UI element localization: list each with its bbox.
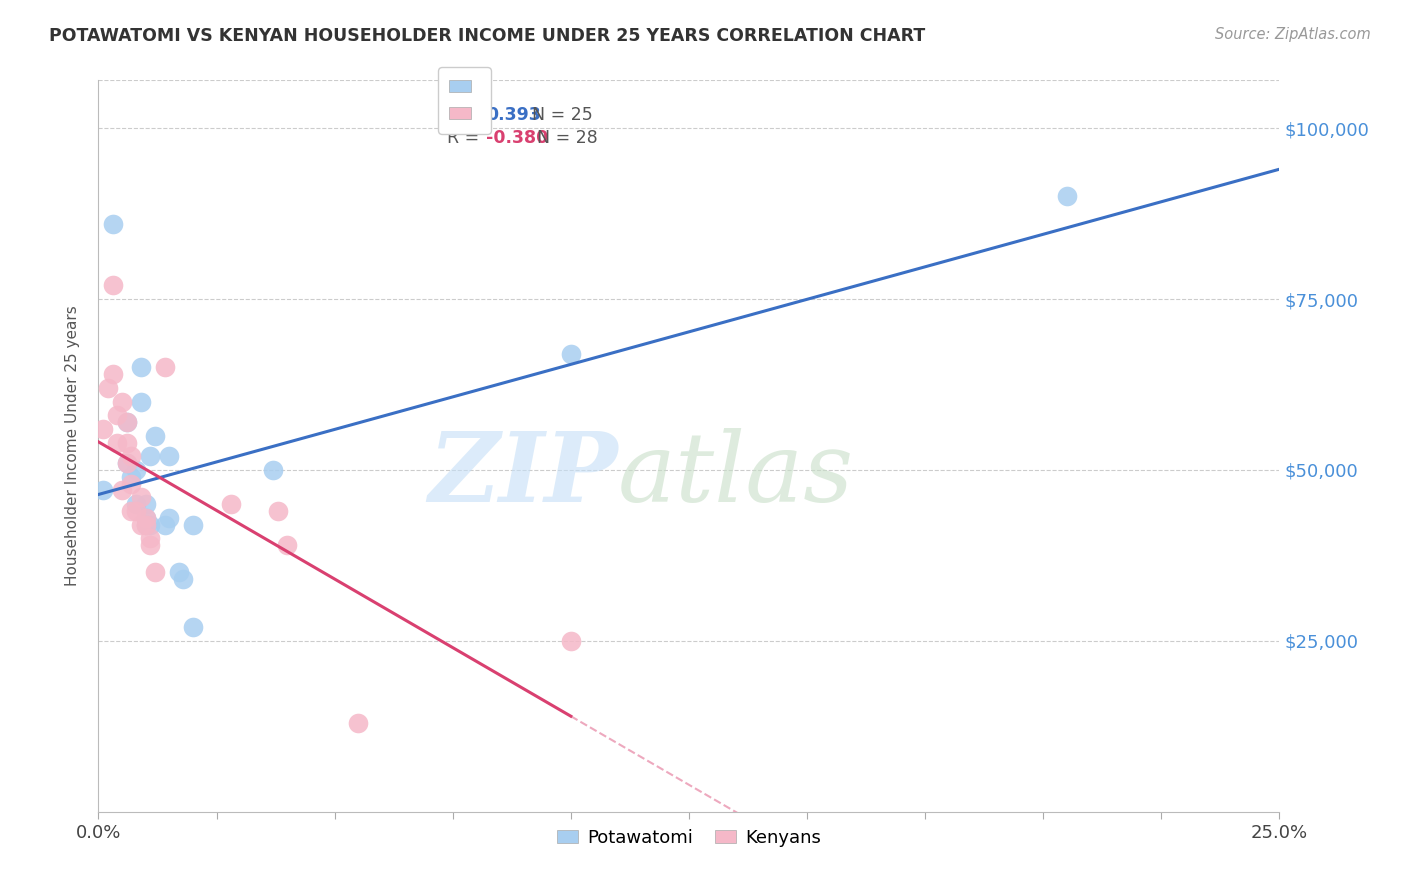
Point	[135, 497, 157, 511]
Point	[91, 483, 114, 498]
Point	[143, 566, 166, 580]
Point	[135, 517, 157, 532]
Point	[262, 463, 284, 477]
Point	[560, 347, 582, 361]
Point	[157, 510, 180, 524]
Point	[139, 449, 162, 463]
Text: R =: R =	[447, 106, 485, 124]
Point	[167, 566, 190, 580]
Point	[121, 504, 143, 518]
Point	[121, 469, 143, 483]
Text: 0.393: 0.393	[486, 106, 540, 124]
Text: ZIP: ZIP	[429, 428, 619, 522]
Point	[91, 422, 114, 436]
Point	[153, 517, 176, 532]
Point	[105, 435, 128, 450]
Point	[111, 483, 134, 498]
Point	[143, 429, 166, 443]
Point	[115, 456, 138, 470]
Point	[101, 368, 124, 382]
Point	[172, 572, 194, 586]
Point	[115, 456, 138, 470]
Point	[139, 531, 162, 545]
Text: atlas: atlas	[619, 428, 855, 522]
Point	[139, 538, 162, 552]
Point	[129, 360, 152, 375]
Point	[157, 449, 180, 463]
Text: N = 25: N = 25	[522, 106, 593, 124]
Point	[129, 517, 152, 532]
Point	[115, 415, 138, 429]
Point	[111, 394, 134, 409]
Point	[125, 504, 148, 518]
Point	[115, 415, 138, 429]
Point	[276, 538, 298, 552]
Point	[125, 463, 148, 477]
Text: R =: R =	[447, 129, 485, 147]
Point	[219, 497, 242, 511]
Point	[129, 490, 152, 504]
Text: Source: ZipAtlas.com: Source: ZipAtlas.com	[1215, 27, 1371, 42]
Y-axis label: Householder Income Under 25 years: Householder Income Under 25 years	[65, 306, 80, 586]
Point	[135, 517, 157, 532]
Point	[560, 633, 582, 648]
Legend: Potawatomi, Kenyans: Potawatomi, Kenyans	[550, 822, 828, 854]
Point	[181, 517, 204, 532]
Point	[139, 517, 162, 532]
Point	[267, 504, 290, 518]
Point	[1056, 189, 1078, 203]
Point	[135, 510, 157, 524]
Text: N = 28: N = 28	[526, 129, 598, 147]
Point	[101, 278, 124, 293]
Point	[125, 497, 148, 511]
Point	[347, 715, 370, 730]
Text: POTAWATOMI VS KENYAN HOUSEHOLDER INCOME UNDER 25 YEARS CORRELATION CHART: POTAWATOMI VS KENYAN HOUSEHOLDER INCOME …	[49, 27, 925, 45]
Point	[105, 409, 128, 423]
Point	[115, 435, 138, 450]
Point	[97, 381, 120, 395]
Point	[121, 476, 143, 491]
Point	[121, 449, 143, 463]
Point	[181, 620, 204, 634]
Point	[153, 360, 176, 375]
Point	[135, 510, 157, 524]
Point	[101, 217, 124, 231]
Text: -0.380: -0.380	[486, 129, 548, 147]
Point	[129, 394, 152, 409]
